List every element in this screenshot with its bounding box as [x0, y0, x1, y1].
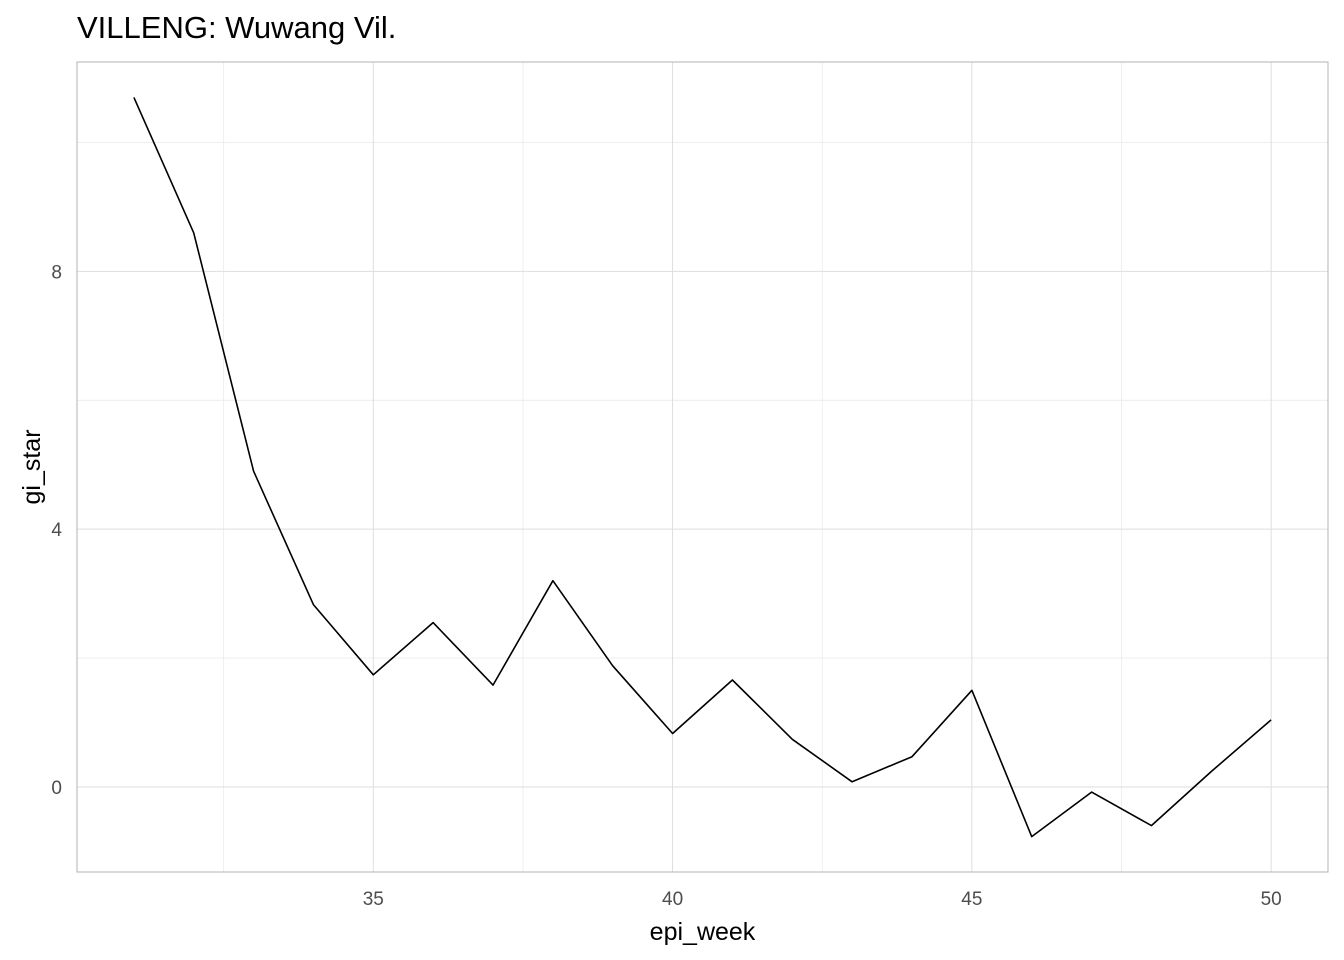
x-tick-label: 35	[363, 889, 384, 910]
series-layer	[133, 97, 1272, 838]
x-tick-label: 40	[662, 889, 683, 910]
y-axis: 0 4 8	[51, 262, 62, 799]
y-tick-label: 0	[51, 778, 62, 799]
minor-gridlines	[77, 62, 1328, 872]
panel-border	[76, 61, 1329, 873]
y-tick-label: 8	[51, 262, 62, 283]
y-tick-label: 4	[51, 520, 62, 541]
x-tick-label: 50	[1261, 889, 1282, 910]
x-axis: 35 40 45 50	[363, 889, 1282, 910]
chart-title: VILLENG: Wuwang Vil.	[77, 10, 397, 45]
x-axis-title: epi_week	[650, 918, 756, 946]
major-gridlines	[77, 62, 1328, 872]
y-axis-title: gi_star	[18, 429, 46, 504]
series-line	[133, 97, 1272, 838]
x-tick-label: 45	[961, 889, 982, 910]
